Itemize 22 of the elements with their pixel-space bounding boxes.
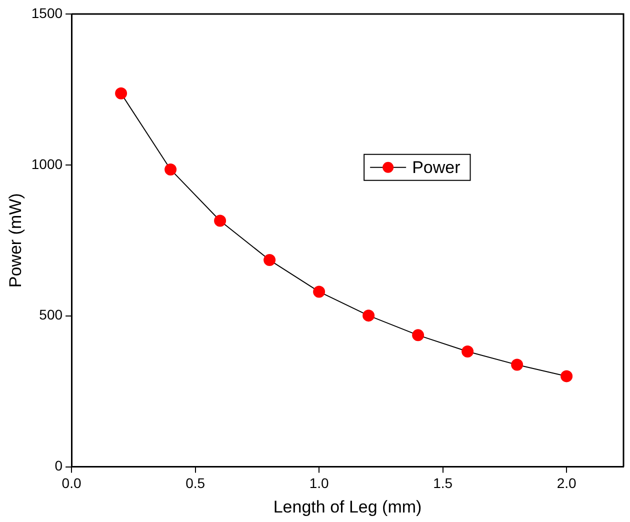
point [164, 163, 177, 176]
legend-label: Power [412, 158, 461, 178]
point [560, 370, 573, 382]
x-axis-title: Length of Leg (mm) [273, 497, 422, 516]
x-tick-label: 0.0 [62, 475, 82, 492]
point [264, 254, 276, 266]
point [214, 214, 226, 227]
x-tick-label: 0.5 [186, 475, 206, 492]
y-axis-title: Power (mW) [6, 193, 25, 288]
x-tick-label: 1.5 [433, 475, 453, 492]
y-tick-label: 1000 [31, 156, 63, 172]
y-tick-label: 500 [39, 306, 63, 323]
point [115, 87, 128, 100]
y-tick-label: 1500 [31, 4, 63, 21]
point [313, 286, 326, 298]
point [462, 345, 474, 358]
point [511, 358, 524, 371]
y-tick-label: 0 [54, 458, 63, 474]
x-tick-label: 2.0 [556, 475, 577, 492]
point [362, 310, 375, 322]
point [412, 329, 424, 342]
x-tick-label: 1.0 [309, 475, 329, 492]
